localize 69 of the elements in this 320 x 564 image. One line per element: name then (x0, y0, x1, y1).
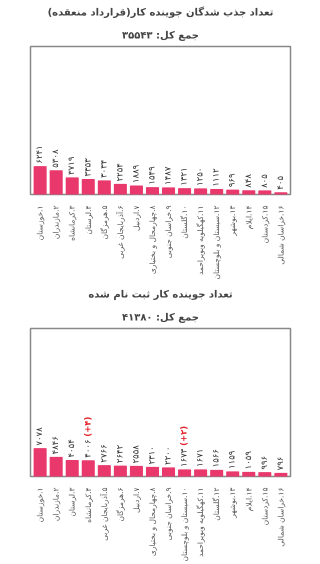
bar (50, 456, 63, 476)
bar (258, 190, 272, 194)
data-label: ۱۱۱۲ (212, 168, 222, 187)
data-label: ۷۰۷۸ (35, 426, 46, 446)
data-label: ۵۳۰۸ (51, 149, 62, 168)
bar (258, 472, 272, 476)
chart-subtitle: جمع کل: ۴۱۳۸۰ (122, 312, 200, 324)
bar (146, 187, 159, 194)
data-label: ۲۷۶۶ (99, 444, 110, 463)
data-label: ۱۰۵۹ (244, 450, 254, 470)
bar (178, 469, 192, 476)
data-label: ۴۰۵۴ (67, 439, 78, 458)
data-label: ۹۶۹ (228, 173, 238, 188)
bar (66, 460, 79, 476)
data-label: ۸۰۵ (260, 174, 270, 188)
bar (82, 178, 95, 194)
bar (178, 188, 192, 194)
bar (34, 448, 47, 476)
bar (210, 189, 224, 194)
chart-subtitle: جمع کل: ۳۵۵۴۳ (122, 30, 200, 42)
bar (114, 466, 127, 476)
bar (242, 472, 256, 476)
data-label: ۲۵۵۸ (131, 444, 142, 464)
data-label: ۴۰۵ (276, 176, 286, 190)
bar (210, 470, 224, 476)
data-label: ۶۲۴۱ (35, 145, 46, 164)
data-label: ۱۲۵۰ (196, 168, 206, 186)
data-label: ۸۴۸ (244, 174, 254, 188)
data-label: ۳۷۱۹ (67, 156, 78, 175)
bar (242, 190, 256, 194)
bar (162, 467, 176, 476)
bar (194, 188, 208, 194)
annotation: (+۲) (180, 426, 190, 446)
data-label: ۱۶۷۳ (180, 448, 190, 467)
bar (274, 472, 288, 476)
bar (98, 465, 111, 476)
data-label: ۳۰۳۴ (99, 160, 110, 178)
bar (162, 187, 176, 194)
bar (34, 166, 47, 194)
data-label: ۹۹۶ (260, 456, 270, 470)
bar (50, 170, 63, 194)
bar (146, 466, 159, 476)
chart-title: تعداد جوینده کار ثبت نام شده (88, 290, 233, 300)
data-label: ۷۹۶ (276, 456, 286, 470)
data-label: ۳۳۵۳ (83, 158, 94, 176)
data-label: ۲۲۵۴ (115, 163, 126, 182)
bar (194, 469, 208, 476)
bar (66, 177, 79, 194)
data-label: ۲۶۴۲ (115, 444, 126, 464)
bar (130, 186, 143, 194)
bar (226, 190, 240, 194)
data-label: ۱۸۸۹ (131, 164, 142, 184)
bar (114, 184, 127, 194)
chart-title: تعداد جذب شدگان جوینده کار(قرارداد منعقده) (48, 6, 274, 18)
data-label: ۱۵۶۶ (212, 449, 222, 468)
data-label: ۱۵۴۹ (147, 166, 158, 185)
data-label: ۴۸۴۶ (51, 436, 62, 454)
bar (82, 460, 95, 476)
data-label: ۴۰۰۶ (83, 439, 94, 458)
data-label: ۱۴۸۷ (164, 166, 174, 185)
data-label: ۱۶۷۱ (196, 448, 206, 467)
data-label: ۲۲۰۰ (164, 446, 174, 465)
annotation: (+۴) (83, 416, 94, 437)
data-label: ۲۳۱۰ (147, 446, 158, 464)
bar (130, 466, 143, 476)
bar (98, 180, 111, 194)
data-label: ۱۳۲۱ (180, 167, 190, 186)
data-label: ۱۱۵۹ (228, 450, 238, 469)
bar (226, 471, 240, 476)
